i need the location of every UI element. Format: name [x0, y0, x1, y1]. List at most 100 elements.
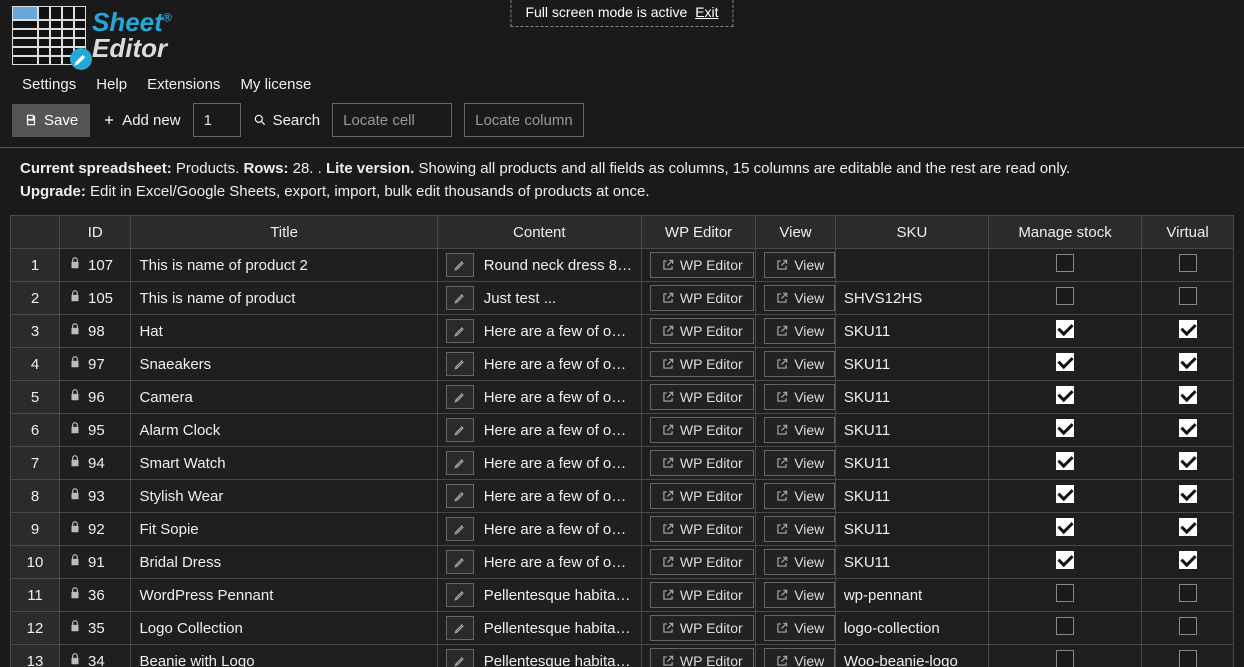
row-number[interactable]: 4 — [11, 348, 60, 381]
col-content-header[interactable]: Content — [437, 216, 641, 249]
cell-id[interactable]: 93 — [60, 480, 131, 513]
cell-virtual[interactable] — [1142, 249, 1234, 282]
view-button[interactable]: View — [764, 615, 835, 641]
cell-manage-stock[interactable] — [988, 579, 1141, 612]
cell-content[interactable]: Just test ... — [437, 282, 641, 315]
wp-editor-button[interactable]: WP Editor — [650, 351, 754, 377]
cell-manage-stock[interactable] — [988, 282, 1141, 315]
wp-editor-button[interactable]: WP Editor — [650, 516, 754, 542]
menu-help[interactable]: Help — [96, 76, 127, 93]
cell-virtual[interactable] — [1142, 513, 1234, 546]
edit-content-button[interactable] — [446, 286, 474, 310]
cell-manage-stock[interactable] — [988, 612, 1141, 645]
manage-stock-checkbox[interactable] — [1056, 254, 1074, 272]
virtual-checkbox[interactable] — [1179, 419, 1197, 437]
manage-stock-checkbox[interactable] — [1056, 584, 1074, 602]
edit-content-button[interactable] — [446, 418, 474, 442]
cell-title[interactable]: This is name of product 2 — [131, 249, 437, 282]
view-button[interactable]: View — [764, 450, 835, 476]
cell-virtual[interactable] — [1142, 612, 1234, 645]
cell-id[interactable]: 107 — [60, 249, 131, 282]
cell-id[interactable]: 96 — [60, 381, 131, 414]
wp-editor-button[interactable]: WP Editor — [650, 252, 754, 278]
cell-virtual[interactable] — [1142, 348, 1234, 381]
cell-title[interactable]: Beanie with Logo — [131, 645, 437, 667]
manage-stock-checkbox[interactable] — [1056, 386, 1074, 404]
row-number[interactable]: 6 — [11, 414, 60, 447]
cell-sku[interactable]: SKU11 — [835, 447, 988, 480]
cell-id[interactable]: 95 — [60, 414, 131, 447]
cell-content[interactable]: Pellentesque habitant ... — [437, 579, 641, 612]
edit-content-button[interactable] — [446, 583, 474, 607]
add-count-input[interactable] — [193, 103, 241, 137]
cell-virtual[interactable] — [1142, 315, 1234, 348]
virtual-checkbox[interactable] — [1179, 320, 1197, 338]
cell-title[interactable]: Bridal Dress — [131, 546, 437, 579]
cell-title[interactable]: Logo Collection — [131, 612, 437, 645]
view-button[interactable]: View — [764, 648, 835, 667]
fullscreen-exit-link[interactable]: Exit — [695, 4, 718, 20]
row-number[interactable]: 13 — [11, 645, 60, 667]
cell-id[interactable]: 35 — [60, 612, 131, 645]
manage-stock-checkbox[interactable] — [1056, 617, 1074, 635]
cell-content[interactable]: Pellentesque habitant ... — [437, 612, 641, 645]
cell-virtual[interactable] — [1142, 579, 1234, 612]
cell-id[interactable]: 97 — [60, 348, 131, 381]
manage-stock-checkbox[interactable] — [1056, 287, 1074, 305]
col-stock-header[interactable]: Manage stock — [988, 216, 1141, 249]
manage-stock-checkbox[interactable] — [1056, 452, 1074, 470]
wp-editor-button[interactable]: WP Editor — [650, 549, 754, 575]
cell-title[interactable]: This is name of product — [131, 282, 437, 315]
menu-license[interactable]: My license — [240, 76, 311, 93]
row-number[interactable]: 1 — [11, 249, 60, 282]
cell-sku[interactable] — [835, 249, 988, 282]
cell-sku[interactable]: SKU11 — [835, 480, 988, 513]
menu-settings[interactable]: Settings — [22, 76, 76, 93]
cell-sku[interactable]: Woo-beanie-logo — [835, 645, 988, 667]
cell-manage-stock[interactable] — [988, 447, 1141, 480]
manage-stock-checkbox[interactable] — [1056, 551, 1074, 569]
cell-title[interactable]: Camera — [131, 381, 437, 414]
menu-extensions[interactable]: Extensions — [147, 76, 220, 93]
search-button[interactable]: Search — [253, 112, 321, 129]
manage-stock-checkbox[interactable] — [1056, 518, 1074, 536]
cell-manage-stock[interactable] — [988, 315, 1141, 348]
cell-sku[interactable]: SKU11 — [835, 381, 988, 414]
cell-id[interactable]: 91 — [60, 546, 131, 579]
cell-manage-stock[interactable] — [988, 249, 1141, 282]
row-number[interactable]: 5 — [11, 381, 60, 414]
cell-id[interactable]: 98 — [60, 315, 131, 348]
edit-content-button[interactable] — [446, 319, 474, 343]
row-number[interactable]: 10 — [11, 546, 60, 579]
view-button[interactable]: View — [764, 318, 835, 344]
cell-content[interactable]: Here are a few of our ... — [437, 480, 641, 513]
cell-virtual[interactable] — [1142, 381, 1234, 414]
cell-sku[interactable]: SHVS12HS — [835, 282, 988, 315]
virtual-checkbox[interactable] — [1179, 452, 1197, 470]
cell-id[interactable]: 92 — [60, 513, 131, 546]
view-button[interactable]: View — [764, 252, 835, 278]
col-wp-header[interactable]: WP Editor — [641, 216, 755, 249]
edit-content-button[interactable] — [446, 484, 474, 508]
cell-content[interactable]: Here are a few of our ... — [437, 546, 641, 579]
cell-id[interactable]: 34 — [60, 645, 131, 667]
cell-virtual[interactable] — [1142, 447, 1234, 480]
virtual-checkbox[interactable] — [1179, 353, 1197, 371]
edit-content-button[interactable] — [446, 253, 474, 277]
edit-content-button[interactable] — [446, 451, 474, 475]
virtual-checkbox[interactable] — [1179, 386, 1197, 404]
cell-id[interactable]: 94 — [60, 447, 131, 480]
col-rownum-header[interactable] — [11, 216, 60, 249]
cell-manage-stock[interactable] — [988, 381, 1141, 414]
wp-editor-button[interactable]: WP Editor — [650, 648, 754, 667]
cell-manage-stock[interactable] — [988, 480, 1141, 513]
edit-content-button[interactable] — [446, 550, 474, 574]
cell-sku[interactable]: SKU11 — [835, 315, 988, 348]
wp-editor-button[interactable]: WP Editor — [650, 318, 754, 344]
wp-editor-button[interactable]: WP Editor — [650, 450, 754, 476]
row-number[interactable]: 2 — [11, 282, 60, 315]
virtual-checkbox[interactable] — [1179, 518, 1197, 536]
view-button[interactable]: View — [764, 351, 835, 377]
wp-editor-button[interactable]: WP Editor — [650, 483, 754, 509]
cell-content[interactable]: Here are a few of our ... — [437, 381, 641, 414]
